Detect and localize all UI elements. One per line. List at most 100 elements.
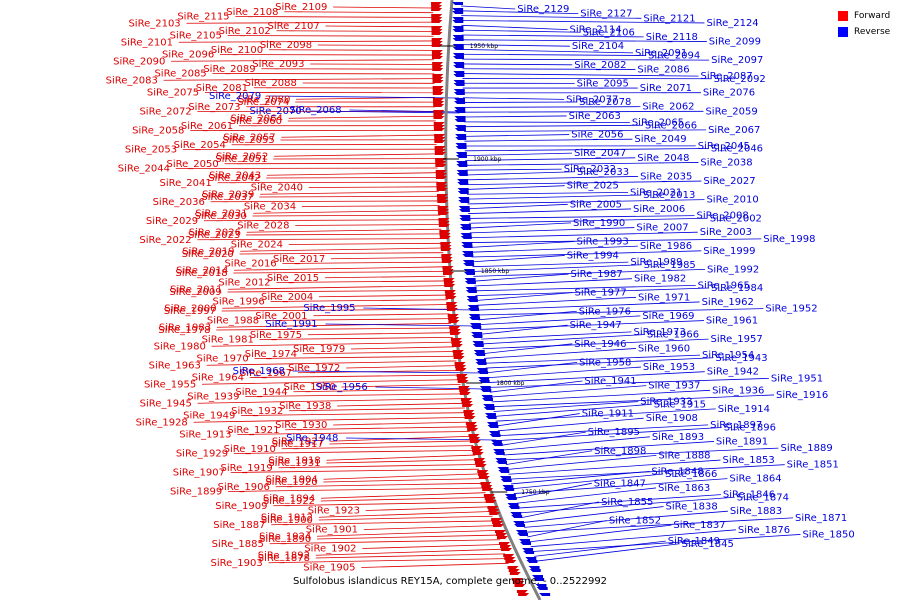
forward-gene-feature xyxy=(446,308,458,311)
forward-gene-feature xyxy=(514,584,526,587)
reverse-gene-feature xyxy=(462,260,474,263)
reverse-connector xyxy=(462,58,710,61)
forward-gene-feature xyxy=(432,77,444,80)
forward-connector xyxy=(308,186,439,188)
reverse-gene-label-left: SiRe_1956 xyxy=(315,382,367,393)
reverse-gene-label: SiRe_2059 xyxy=(705,106,757,117)
forward-connector xyxy=(337,402,465,407)
forward-gene-label: SiRe_2015 xyxy=(267,273,319,284)
forward-gene-feature xyxy=(436,188,448,191)
reverse-gene-feature xyxy=(493,452,505,455)
reverse-connector xyxy=(463,124,643,128)
forward-gene-label: SiRe_1938 xyxy=(279,401,331,412)
forward-gene-label: SiRe_2030 xyxy=(195,211,247,222)
forward-gene-feature xyxy=(438,224,450,227)
reverse-connector xyxy=(483,343,573,354)
forward-gene-label: SiRe_2073 xyxy=(188,102,240,113)
forward-gene-feature xyxy=(457,377,469,380)
reverse-gene-feature xyxy=(510,512,522,515)
forward-connector xyxy=(197,398,464,404)
reverse-gene-feature xyxy=(471,332,483,335)
reverse-gene-label: SiRe_2056 xyxy=(571,130,623,141)
reverse-gene-label: SiRe_1895 xyxy=(588,427,640,438)
forward-gene-feature xyxy=(484,497,496,500)
reverse-gene-feature xyxy=(456,161,468,164)
reverse-gene-label: SiRe_2092 xyxy=(714,74,766,85)
forward-connector xyxy=(253,209,440,214)
forward-gene-label: SiRe_2096 xyxy=(162,50,214,61)
forward-gene-feature xyxy=(432,74,444,77)
forward-connector xyxy=(281,134,437,138)
forward-gene-label: SiRe_1910 xyxy=(224,444,276,455)
reverse-gene-label: SiRe_1876 xyxy=(738,525,790,536)
reverse-gene-label: SiRe_1951 xyxy=(771,373,823,384)
reverse-gene-feature xyxy=(458,209,470,212)
reverse-gene-label: SiRe_1941 xyxy=(584,376,636,387)
reverse-gene-feature xyxy=(453,65,465,68)
forward-gene-feature xyxy=(493,524,505,527)
reverse-gene-label: SiRe_1954 xyxy=(702,350,754,361)
reverse-gene-feature xyxy=(456,170,468,173)
forward-gene-feature xyxy=(440,245,452,248)
reverse-connector xyxy=(468,208,632,214)
reverse-connector xyxy=(518,494,721,509)
reverse-connector xyxy=(490,385,647,398)
reverse-gene-feature xyxy=(452,17,464,20)
reverse-connector xyxy=(472,261,629,268)
forward-gene-feature xyxy=(444,284,456,287)
reverse-gene-feature xyxy=(452,38,464,41)
reverse-connector xyxy=(505,450,593,466)
forward-gene-feature xyxy=(459,389,471,392)
forward-connector xyxy=(274,153,437,157)
forward-connector xyxy=(278,464,478,469)
forward-gene-feature xyxy=(480,482,492,485)
forward-gene-label: SiRe_2040 xyxy=(251,183,303,194)
forward-gene-feature xyxy=(474,458,486,461)
forward-connector xyxy=(285,426,469,431)
forward-connector xyxy=(284,11,434,14)
forward-gene-feature xyxy=(508,569,520,572)
reverse-gene-feature xyxy=(528,566,540,569)
reverse-gene-feature xyxy=(507,503,519,506)
forward-gene-feature xyxy=(434,140,446,143)
reverse-gene-label: SiRe_1989 xyxy=(630,257,682,268)
reverse-gene-feature xyxy=(460,227,472,230)
forward-gene-feature xyxy=(432,98,444,101)
reverse-gene-feature xyxy=(453,71,465,74)
forward-gene-feature xyxy=(431,53,443,56)
forward-gene-feature xyxy=(492,521,504,524)
forward-connector xyxy=(246,228,442,233)
forward-gene-label: SiRe_1890 xyxy=(259,534,311,545)
reverse-connector xyxy=(325,323,476,327)
forward-gene-label: SiRe_2102 xyxy=(219,26,271,37)
forward-connector xyxy=(260,191,439,195)
forward-connector xyxy=(307,332,453,336)
reverse-connector xyxy=(474,278,632,287)
forward-gene-label: SiRe_2018 xyxy=(175,268,227,279)
reverse-connector xyxy=(461,20,705,24)
reverse-connector xyxy=(516,487,657,504)
reverse-gene-feature xyxy=(456,173,468,176)
reverse-gene-label-left: SiRe_1948 xyxy=(286,433,338,444)
forward-connector xyxy=(210,200,440,203)
forward-gene-feature xyxy=(433,125,445,128)
forward-gene-label: SiRe_2075 xyxy=(147,88,199,99)
forward-gene-feature xyxy=(516,590,528,593)
reverse-connector xyxy=(461,5,516,10)
reverse-gene-feature xyxy=(465,290,477,293)
reverse-gene-label: SiRe_1915 xyxy=(654,399,706,410)
forward-connector xyxy=(301,205,440,207)
reverse-connector xyxy=(465,162,699,166)
forward-gene-label: SiRe_2051 xyxy=(215,154,267,165)
reverse-gene-label: SiRe_1914 xyxy=(718,404,770,415)
reverse-gene-feature xyxy=(483,404,495,407)
forward-gene-feature xyxy=(488,509,500,512)
forward-gene-feature xyxy=(438,221,450,224)
forward-connector xyxy=(326,454,476,461)
reverse-gene-label: SiRe_2063 xyxy=(569,111,621,122)
forward-connector xyxy=(363,525,496,530)
forward-gene-label: SiRe_1945 xyxy=(140,398,192,409)
reverse-gene-label: SiRe_2124 xyxy=(706,18,758,29)
forward-gene-feature xyxy=(447,314,459,317)
forward-gene-feature xyxy=(441,260,453,263)
